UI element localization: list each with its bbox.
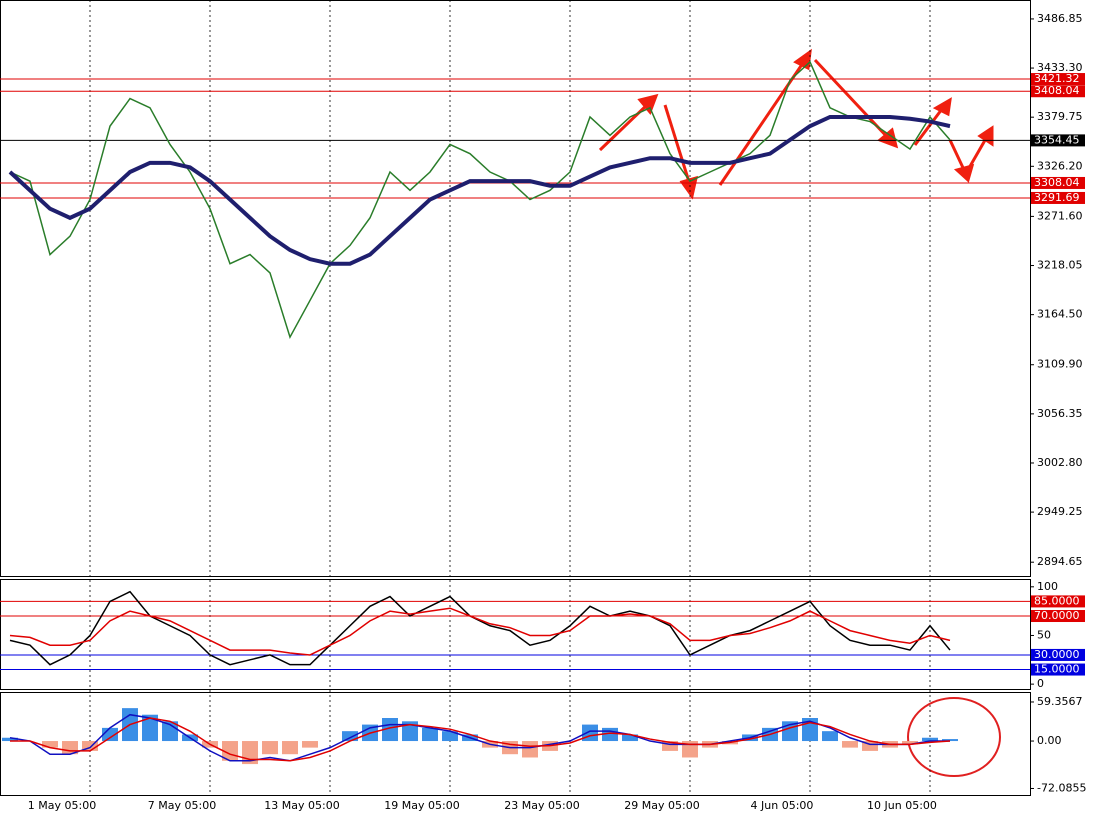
histogram-bar [862, 741, 878, 751]
x-tick-label: 29 May 05:00 [624, 799, 699, 812]
y-tick-label: 3326.20 [1037, 159, 1083, 172]
level-label-box [1031, 648, 1085, 661]
histogram-bar [942, 739, 958, 742]
series-line [10, 717, 951, 762]
level-label: 3421.32 [1034, 72, 1080, 85]
histogram-bar [302, 741, 318, 748]
y-tick-label: 0 [1037, 677, 1044, 690]
x-tick-label: 7 May 05:00 [148, 799, 216, 812]
macd-pane [0, 692, 1031, 796]
histogram-bar [282, 741, 298, 755]
x-tick-label: 13 May 05:00 [264, 799, 339, 812]
level-label-box [1031, 176, 1085, 189]
x-tick-label: 4 Jun 05:00 [751, 799, 814, 812]
y-tick-label: 50 [1037, 628, 1051, 641]
histogram-bar [442, 731, 458, 742]
series-line [9, 713, 950, 762]
series-line [9, 590, 951, 666]
level-label-box [1031, 134, 1085, 147]
level-label: 85.0000 [1034, 594, 1080, 607]
histogram-bar [682, 741, 698, 758]
x-tick-label: 19 May 05:00 [384, 799, 459, 812]
y-tick-label: 100 [1037, 580, 1058, 593]
level-label: 3291.69 [1034, 191, 1080, 204]
y-tick-label: 3218.05 [1037, 259, 1083, 272]
histogram-bar [262, 741, 278, 755]
highlight-circle [907, 697, 1001, 777]
y-tick-label: 2894.65 [1037, 555, 1083, 568]
histogram-bar [82, 741, 98, 751]
y-tick-label: 0.00 [1037, 734, 1062, 747]
histogram-bar [342, 731, 358, 742]
level-label: 70.0000 [1034, 609, 1080, 622]
x-tick-label: 1 May 05:00 [28, 799, 96, 812]
histogram-bar [902, 741, 918, 745]
histogram-bar [522, 741, 538, 758]
series-line [9, 607, 951, 656]
level-label-box [1031, 595, 1085, 608]
histogram-bar [922, 737, 938, 742]
main-pane [0, 0, 1031, 577]
y-tick-label: 3164.50 [1037, 308, 1083, 321]
level-label-box [1031, 191, 1085, 204]
y-tick-label: 3271.60 [1037, 209, 1083, 222]
level-label: 3408.04 [1034, 84, 1080, 97]
level-label-box [1031, 73, 1085, 86]
y-tick-label: 59.3567 [1037, 695, 1083, 708]
level-label: 3308.04 [1034, 176, 1080, 189]
x-tick-label: 10 Jun 05:00 [867, 799, 937, 812]
histogram-bar [42, 741, 58, 748]
level-label-box [1031, 663, 1085, 676]
y-tick-label: 3056.35 [1037, 407, 1083, 420]
level-label: 3354.45 [1034, 133, 1080, 146]
series-line [9, 60, 951, 340]
level-label: 30.0000 [1034, 648, 1080, 661]
level-label-box [1031, 85, 1085, 98]
x-tick-label: 23 May 05:00 [504, 799, 579, 812]
histogram-bar [2, 737, 18, 742]
level-label-box [1031, 610, 1085, 623]
y-tick-label: 3433.30 [1037, 61, 1083, 74]
y-tick-label: 3486.85 [1037, 12, 1083, 25]
histogram-bar [162, 721, 178, 742]
y-tick-label: -72.0855 [1037, 781, 1086, 794]
histogram-bar [662, 741, 678, 751]
histogram-bar [142, 714, 158, 742]
oscillator-pane [0, 579, 1031, 690]
histogram-bar [822, 731, 838, 742]
histogram-bar [842, 741, 858, 748]
y-tick-label: 3002.80 [1037, 456, 1083, 469]
histogram-bar [402, 721, 418, 742]
histogram-bar [622, 734, 638, 742]
y-tick-label: 3109.90 [1037, 358, 1083, 371]
histogram-bar [382, 718, 398, 742]
histogram-bar [422, 727, 438, 742]
y-tick-label: 3379.75 [1037, 110, 1083, 123]
y-tick-label: 2949.25 [1037, 505, 1083, 518]
series-line [8, 114, 951, 266]
level-label: 15.0000 [1034, 663, 1080, 676]
